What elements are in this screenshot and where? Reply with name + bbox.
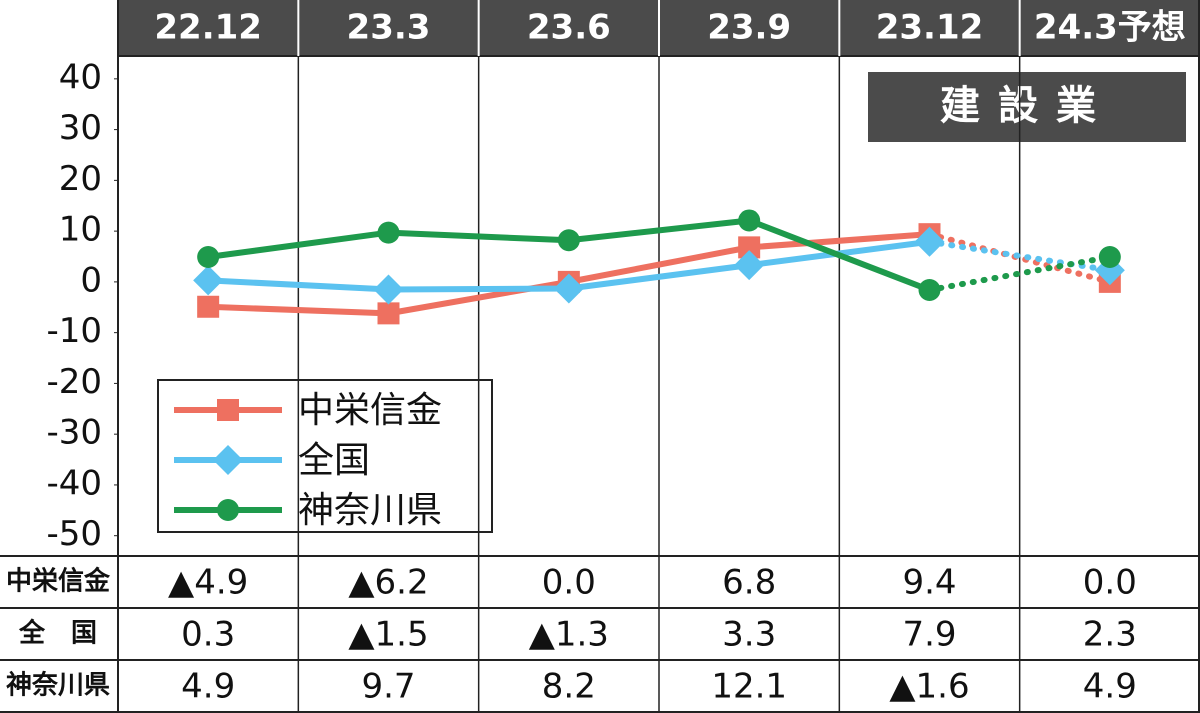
forecast-line	[926, 231, 1113, 285]
marker	[1098, 246, 1121, 269]
marker	[738, 209, 761, 232]
y-tick-label: -50	[46, 514, 102, 554]
legend-label: 中栄信金	[298, 390, 442, 431]
table-cell: 6.8	[722, 563, 776, 603]
marker	[377, 221, 400, 244]
row-label: 中栄信金	[6, 566, 111, 597]
chart-title: 建設業	[940, 83, 1114, 129]
marker	[377, 302, 400, 325]
marker	[193, 265, 224, 296]
legend-marker	[217, 399, 239, 421]
table-cell: 4.9	[181, 667, 235, 707]
table-cell: 0.0	[1083, 563, 1137, 603]
y-tick-label: -10	[46, 311, 102, 351]
marker	[557, 229, 580, 252]
table-cell: 8.2	[542, 667, 596, 707]
table-cell: 9.4	[902, 563, 956, 603]
marker	[373, 274, 404, 305]
y-tick-label: 30	[59, 108, 102, 148]
x-tick-label: 23.9	[707, 8, 791, 48]
title-badge	[868, 72, 1186, 142]
x-tick-label: 23.12	[876, 8, 984, 48]
table-cell: 4.9	[1083, 667, 1137, 707]
y-tick-label: 10	[59, 210, 102, 250]
y-tick-label: -40	[46, 463, 102, 503]
table-cell: 7.9	[902, 615, 956, 655]
marker	[197, 246, 220, 269]
y-tick-label: 20	[59, 159, 102, 199]
x-tick-label: 23.3	[347, 8, 431, 48]
forecast-line	[926, 254, 1113, 294]
y-tick-label: -20	[46, 362, 102, 402]
marker	[197, 295, 220, 318]
row-label: 全 国	[18, 618, 97, 649]
y-tick-label: 40	[59, 57, 102, 97]
marker	[738, 236, 761, 259]
row-label: 神奈川県	[6, 671, 110, 701]
marker	[914, 226, 945, 257]
x-tick-label: 24.3予想	[1034, 8, 1186, 48]
table-cell: 9.7	[361, 667, 415, 707]
y-tick-label: 0	[80, 260, 102, 300]
table-cell: 12.1	[711, 667, 787, 707]
legend-label: 神奈川県	[298, 490, 442, 531]
legend-box	[157, 379, 493, 533]
table-cell: ▲1.5	[348, 615, 428, 655]
table-cell: 0.3	[181, 615, 235, 655]
marker	[553, 273, 584, 304]
table-cell: 3.3	[722, 615, 776, 655]
table-cell: 0.0	[542, 563, 596, 603]
legend-marker	[217, 499, 239, 521]
marker	[734, 250, 765, 281]
forecast-line	[926, 238, 1113, 274]
marker	[918, 279, 941, 302]
y-tick-label: -30	[46, 413, 102, 453]
table-cell: ▲4.9	[168, 563, 248, 603]
legend-label: 全国	[298, 440, 370, 481]
table-cell: ▲6.2	[348, 563, 428, 603]
table-cell: 2.3	[1083, 615, 1137, 655]
legend-marker	[213, 445, 243, 475]
x-tick-label: 23.6	[527, 8, 611, 48]
table-cell: ▲1.3	[529, 615, 609, 655]
table-cell: ▲1.6	[889, 667, 969, 707]
x-tick-label: 22.12	[154, 8, 262, 48]
